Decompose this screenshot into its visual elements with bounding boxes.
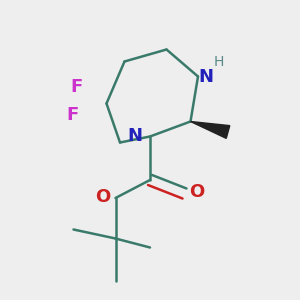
Text: O: O (190, 183, 205, 201)
Text: F: F (66, 106, 78, 124)
Text: H: H (213, 55, 224, 69)
Polygon shape (190, 122, 230, 138)
Text: N: N (128, 127, 142, 145)
Text: F: F (70, 78, 83, 96)
Text: O: O (95, 188, 110, 206)
Text: N: N (198, 68, 213, 85)
